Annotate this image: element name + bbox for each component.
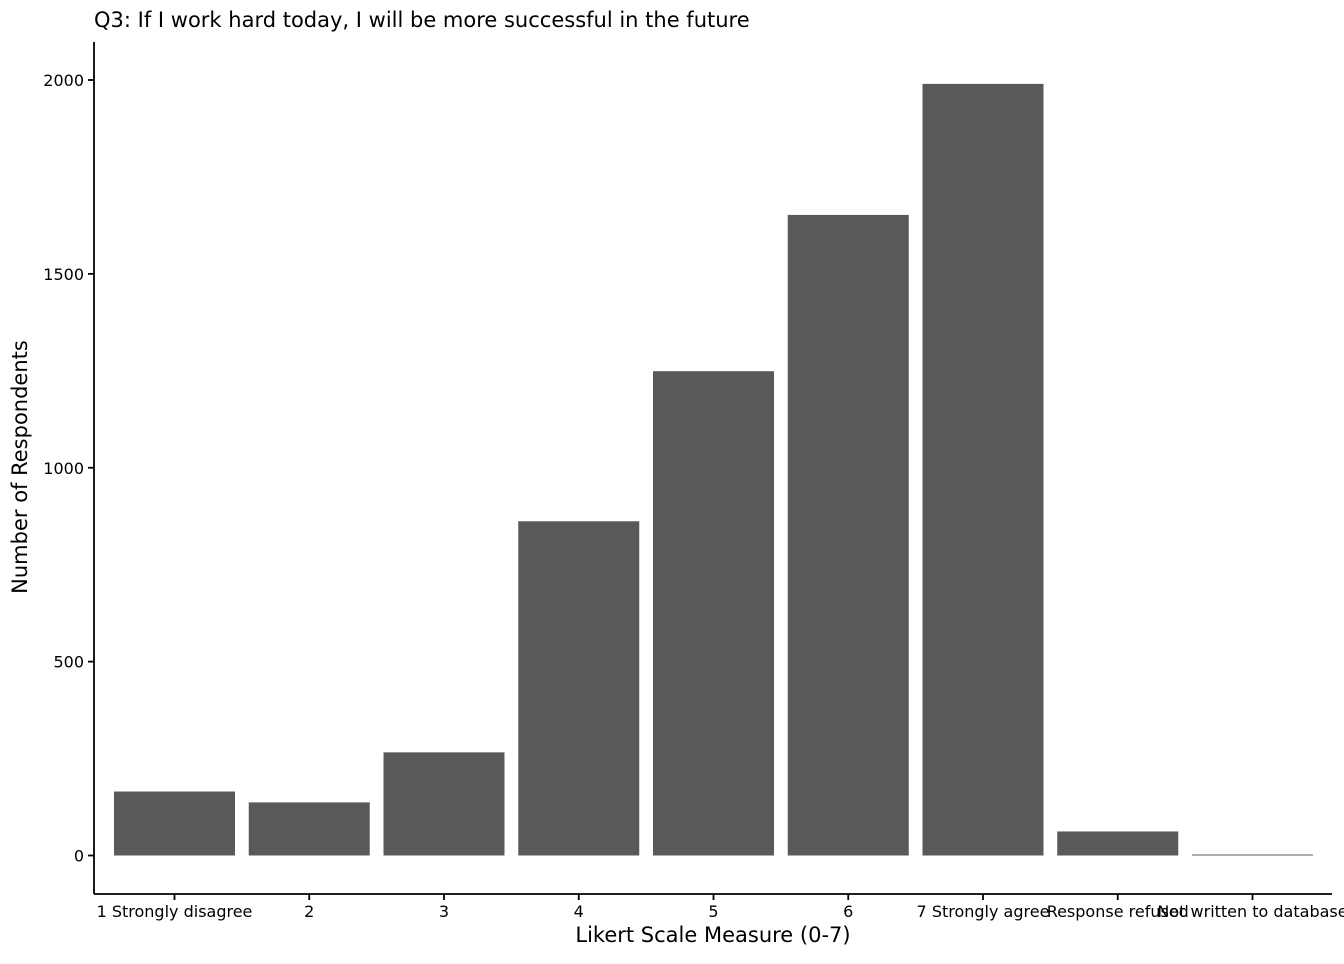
y-tick-label: 2000 xyxy=(43,71,84,90)
bar-5 xyxy=(653,371,774,856)
x-tick-label: 2 xyxy=(304,902,314,921)
bar-8 xyxy=(1057,831,1179,856)
x-tick-label: Response refused xyxy=(1047,902,1189,921)
bar-1 xyxy=(114,791,235,856)
y-tick-label: 1500 xyxy=(43,265,84,284)
x-tick-label: 7 Strongly agree xyxy=(917,902,1050,921)
y-axis-ticks: 0 500 1000 1500 2000 xyxy=(43,71,94,866)
x-tick-label: Not written to database xyxy=(1157,902,1344,921)
y-tick-label: 0 xyxy=(74,847,84,866)
y-tick-label: 1000 xyxy=(43,459,84,478)
bars-group xyxy=(114,83,1313,856)
bar-3 xyxy=(383,752,505,856)
y-axis-title: Number of Respondents xyxy=(8,340,32,594)
bar-4 xyxy=(518,521,640,856)
x-tick-label: 5 xyxy=(708,902,718,921)
bar-2 xyxy=(248,802,370,856)
bar-7 xyxy=(922,83,1044,856)
bar-6 xyxy=(787,214,909,856)
x-axis-title: Likert Scale Measure (0-7) xyxy=(575,923,850,947)
y-tick-label: 500 xyxy=(53,653,84,672)
bar-9 xyxy=(1192,854,1313,856)
x-tick-label: 6 xyxy=(843,902,853,921)
x-tick-label: 3 xyxy=(439,902,449,921)
x-axis-ticks: 1 Strongly disagree 2 3 4 5 6 7 Strongly agree… xyxy=(97,894,1344,921)
x-tick-label: 1 Strongly disagree xyxy=(97,902,253,921)
x-tick-label: 4 xyxy=(574,902,584,921)
chart-title: Q3: If I work hard today, I will be more… xyxy=(94,8,750,32)
